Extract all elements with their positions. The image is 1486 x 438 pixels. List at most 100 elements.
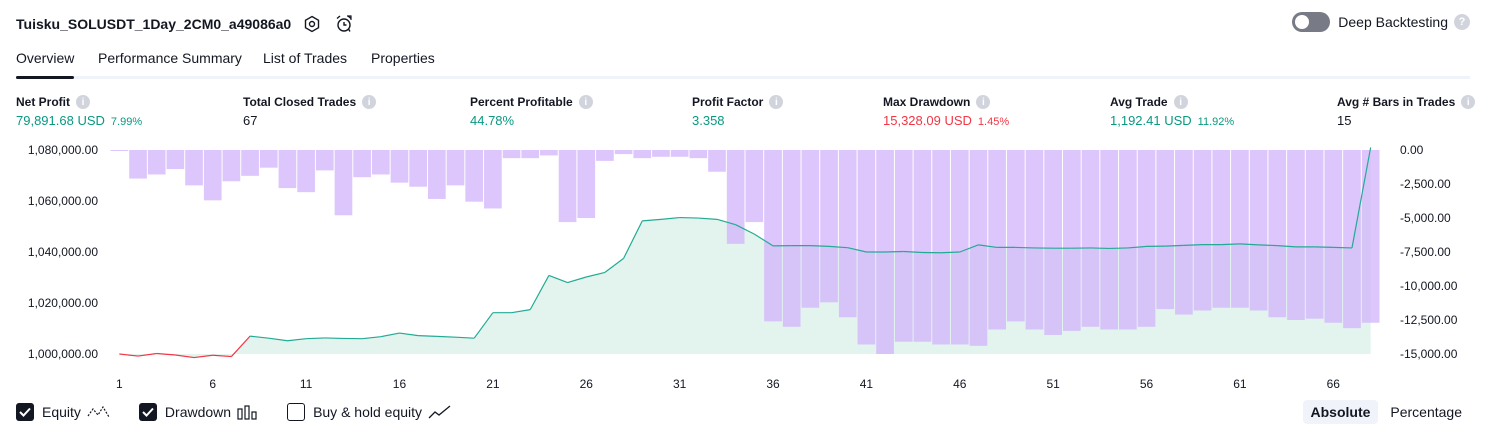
drawdown-bar <box>838 150 857 318</box>
info-icon[interactable]: i <box>1173 95 1188 109</box>
drawdown-bar <box>1063 150 1081 331</box>
equity-line-segment <box>511 309 531 314</box>
left-axis-tick: 1,080,000.00 <box>28 143 98 157</box>
settings-icon[interactable] <box>301 13 323 35</box>
info-icon[interactable]: i <box>578 95 593 109</box>
equity-line-segment <box>1314 246 1334 249</box>
equity-checkbox[interactable]: Equity <box>16 403 111 421</box>
drawdown-bar <box>1268 150 1287 318</box>
metric-value: 79,891.68 USD 7.99% <box>16 113 142 128</box>
equity-line-segment <box>250 335 269 339</box>
strategy-title: Tuisku_SOLUSDT_1Day_2CM0_a49086a0 <box>16 16 292 32</box>
equity-line-segment <box>324 337 344 340</box>
equity-line-segment <box>716 218 736 226</box>
info-icon[interactable]: i <box>362 95 377 109</box>
drawdown-bar <box>1119 150 1137 330</box>
drawdown-bar <box>371 150 390 175</box>
equity-line-segment <box>959 244 979 253</box>
drawdown-bar <box>1025 150 1044 330</box>
metric-value: 15,328.09 USD 1.45% <box>883 113 1009 128</box>
tab-list-of-trades[interactable]: List of Trades <box>263 50 348 66</box>
equity-line-segment <box>735 224 755 235</box>
metric-value-text: 15,328.09 USD <box>883 113 972 128</box>
equity-line-segment <box>175 354 195 359</box>
equity-line-segment <box>698 217 718 220</box>
drawdown-bar <box>969 150 988 346</box>
buyhold-line-icon <box>428 404 452 420</box>
drawdown-bar <box>689 150 708 159</box>
metric-value: 67 <box>243 113 376 128</box>
metric-net-profit: Net Profit i 79,891.68 USD 7.99% <box>16 94 142 128</box>
equity-line-segment <box>230 335 251 357</box>
metric-total-closed-trades: Total Closed Trades i 67 <box>243 94 377 128</box>
x-axis-tick: 31 <box>673 377 687 391</box>
equity-line-segment <box>623 220 643 259</box>
drawdown-bar <box>652 150 670 157</box>
buyhold-checkbox[interactable]: Buy & hold equity <box>287 403 452 421</box>
percentage-button[interactable]: Percentage <box>1390 404 1462 420</box>
right-axis-tick: -7,500.00 <box>1400 245 1451 259</box>
drawdown-bar <box>1137 150 1156 327</box>
equity-line-segment <box>1239 243 1259 246</box>
info-icon[interactable]: i <box>976 95 991 109</box>
equity-line-segment <box>418 335 437 338</box>
equity-line-segment <box>660 216 680 220</box>
equity-line-segment <box>1165 244 1184 247</box>
left-axis-tick: 1,060,000.00 <box>28 194 98 208</box>
drawdown-bar <box>353 150 371 178</box>
drawdown-bar <box>1081 150 1100 327</box>
metric-value-text: 15 <box>1337 113 1352 128</box>
drawdown-bar <box>147 150 166 175</box>
equity-line-segment <box>380 332 400 338</box>
absolute-button[interactable]: Absolute <box>1302 400 1379 424</box>
drawdown-bar <box>1175 150 1193 315</box>
right-axis-tick: 0.00 <box>1400 143 1424 157</box>
equity-drawdown-chart[interactable]: 1,080,000.00 1,060,000.00 1,040,000.00 1,02… <box>0 138 1486 394</box>
metric-label-text: Avg Trade <box>1110 95 1168 109</box>
right-axis-tick: -2,500.00 <box>1400 177 1451 191</box>
metric-label: Net Profit i <box>16 94 142 110</box>
help-icon[interactable]: ? <box>1454 14 1470 30</box>
view-mode-switch: Absolute Percentage <box>1299 400 1471 424</box>
strategy-header: Tuisku_SOLUSDT_1Day_2CM0_a49086a0 <box>16 12 355 36</box>
equity-line-icon <box>87 404 111 420</box>
drawdown-checkbox[interactable]: Drawdown <box>138 403 259 421</box>
metric-value: 44.78% <box>470 113 593 128</box>
drawdown-bar <box>521 150 540 159</box>
drawdown-bar <box>297 150 315 193</box>
drawdown-bar <box>222 150 241 182</box>
alarm-icon[interactable] <box>333 13 355 35</box>
equity-line-segment <box>1333 246 1353 249</box>
drawdown-bar <box>409 150 427 187</box>
deep-backtesting-toggle[interactable] <box>1292 12 1331 32</box>
tab-properties[interactable]: Properties <box>371 50 435 66</box>
drawdown-bar <box>633 150 652 159</box>
equity-line-segment <box>586 271 606 278</box>
metric-value-text: 3.358 <box>692 113 725 128</box>
metric-profit-factor: Profit Factor i 3.358 <box>692 94 784 128</box>
equity-line-segment <box>193 354 213 359</box>
checkbox-checked <box>138 403 157 421</box>
info-icon[interactable]: i <box>769 95 784 109</box>
info-icon[interactable]: i <box>76 95 90 109</box>
drawdown-bar <box>502 150 521 159</box>
equity-line-segment <box>529 275 550 310</box>
x-axis-tick: 1 <box>116 377 123 391</box>
equity-line-segment <box>1015 246 1035 249</box>
drawdown-bar <box>1193 150 1212 311</box>
drawdown-bar <box>950 150 969 345</box>
info-icon[interactable]: i <box>1461 95 1476 109</box>
chart-legend: Equity Drawdown Buy & hold equity <box>16 403 480 421</box>
metric-value-text: 44.78% <box>470 113 515 128</box>
tab-overview[interactable]: Overview <box>16 50 75 79</box>
tab-performance-summary[interactable]: Performance Summary <box>98 50 242 66</box>
drawdown-bar <box>185 150 203 186</box>
equity-line-segment <box>978 244 998 249</box>
drawdown-bar <box>1287 150 1305 320</box>
drawdown-bar <box>1249 150 1268 311</box>
metric-value: 1,192.41 USD 11.92% <box>1110 113 1234 128</box>
drawdown-bar <box>932 150 950 345</box>
equity-line-segment <box>1109 247 1128 250</box>
x-axis-tick: 46 <box>953 377 967 391</box>
toggle-knob <box>1295 15 1310 29</box>
